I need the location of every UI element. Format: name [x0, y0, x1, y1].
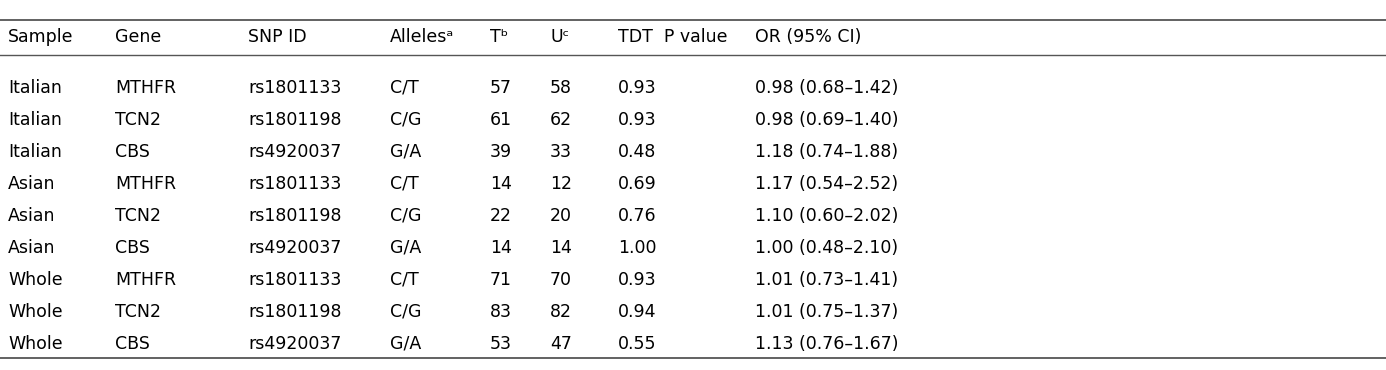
Text: C/G: C/G	[389, 111, 421, 129]
Text: Whole: Whole	[8, 303, 62, 321]
Text: 14: 14	[491, 239, 511, 257]
Text: 62: 62	[550, 111, 572, 129]
Text: TCN2: TCN2	[115, 303, 161, 321]
Text: rs1801198: rs1801198	[248, 111, 341, 129]
Text: 20: 20	[550, 207, 572, 225]
Text: 1.01 (0.73–1.41): 1.01 (0.73–1.41)	[755, 271, 898, 289]
Text: CBS: CBS	[115, 143, 150, 161]
Text: C/G: C/G	[389, 207, 421, 225]
Text: MTHFR: MTHFR	[115, 175, 176, 193]
Text: Tᵇ: Tᵇ	[491, 28, 509, 46]
Text: 14: 14	[550, 239, 572, 257]
Text: G/A: G/A	[389, 335, 421, 353]
Text: 83: 83	[491, 303, 511, 321]
Text: 12: 12	[550, 175, 572, 193]
Text: CBS: CBS	[115, 239, 150, 257]
Text: Italian: Italian	[8, 79, 62, 97]
Text: TCN2: TCN2	[115, 207, 161, 225]
Text: 0.93: 0.93	[618, 111, 657, 129]
Text: Whole: Whole	[8, 335, 62, 353]
Text: C/T: C/T	[389, 175, 419, 193]
Text: 0.48: 0.48	[618, 143, 657, 161]
Text: 47: 47	[550, 335, 572, 353]
Text: rs4920037: rs4920037	[248, 239, 341, 257]
Text: rs4920037: rs4920037	[248, 143, 341, 161]
Text: 53: 53	[491, 335, 511, 353]
Text: 1.01 (0.75–1.37): 1.01 (0.75–1.37)	[755, 303, 898, 321]
Text: OR (95% CI): OR (95% CI)	[755, 28, 861, 46]
Text: Sample: Sample	[8, 28, 73, 46]
Text: MTHFR: MTHFR	[115, 271, 176, 289]
Text: Asian: Asian	[8, 239, 55, 257]
Text: 1.00: 1.00	[618, 239, 657, 257]
Text: TCN2: TCN2	[115, 111, 161, 129]
Text: 1.13 (0.76–1.67): 1.13 (0.76–1.67)	[755, 335, 898, 353]
Text: Uᶜ: Uᶜ	[550, 28, 570, 46]
Text: 61: 61	[491, 111, 511, 129]
Text: Italian: Italian	[8, 143, 62, 161]
Text: 33: 33	[550, 143, 572, 161]
Text: 1.00 (0.48–2.10): 1.00 (0.48–2.10)	[755, 239, 898, 257]
Text: 0.94: 0.94	[618, 303, 657, 321]
Text: 0.93: 0.93	[618, 79, 657, 97]
Text: 0.98 (0.69–1.40): 0.98 (0.69–1.40)	[755, 111, 898, 129]
Text: TDT  P value: TDT P value	[618, 28, 728, 46]
Text: rs1801133: rs1801133	[248, 175, 341, 193]
Text: G/A: G/A	[389, 239, 421, 257]
Text: C/T: C/T	[389, 79, 419, 97]
Text: 70: 70	[550, 271, 572, 289]
Text: 1.10 (0.60–2.02): 1.10 (0.60–2.02)	[755, 207, 898, 225]
Text: 58: 58	[550, 79, 572, 97]
Text: rs1801133: rs1801133	[248, 271, 341, 289]
Text: SNP ID: SNP ID	[248, 28, 306, 46]
Text: Asian: Asian	[8, 175, 55, 193]
Text: rs1801198: rs1801198	[248, 303, 341, 321]
Text: 0.55: 0.55	[618, 335, 657, 353]
Text: 57: 57	[491, 79, 511, 97]
Text: 71: 71	[491, 271, 511, 289]
Text: Italian: Italian	[8, 111, 62, 129]
Text: 14: 14	[491, 175, 511, 193]
Text: G/A: G/A	[389, 143, 421, 161]
Text: 0.98 (0.68–1.42): 0.98 (0.68–1.42)	[755, 79, 898, 97]
Text: 1.17 (0.54–2.52): 1.17 (0.54–2.52)	[755, 175, 898, 193]
Text: rs1801133: rs1801133	[248, 79, 341, 97]
Text: C/T: C/T	[389, 271, 419, 289]
Text: 1.18 (0.74–1.88): 1.18 (0.74–1.88)	[755, 143, 898, 161]
Text: Asian: Asian	[8, 207, 55, 225]
Text: 0.69: 0.69	[618, 175, 657, 193]
Text: CBS: CBS	[115, 335, 150, 353]
Text: 39: 39	[491, 143, 511, 161]
Text: C/G: C/G	[389, 303, 421, 321]
Text: 0.76: 0.76	[618, 207, 657, 225]
Text: Gene: Gene	[115, 28, 161, 46]
Text: Allelesᵃ: Allelesᵃ	[389, 28, 455, 46]
Text: 0.93: 0.93	[618, 271, 657, 289]
Text: MTHFR: MTHFR	[115, 79, 176, 97]
Text: rs1801198: rs1801198	[248, 207, 341, 225]
Text: 82: 82	[550, 303, 572, 321]
Text: Whole: Whole	[8, 271, 62, 289]
Text: 22: 22	[491, 207, 511, 225]
Text: rs4920037: rs4920037	[248, 335, 341, 353]
